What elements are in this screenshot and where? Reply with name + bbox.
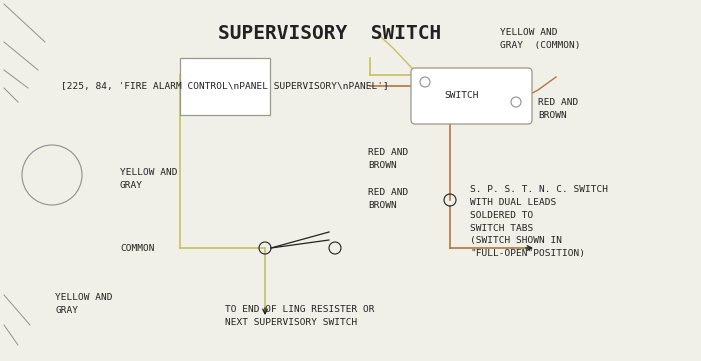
Text: S. P. S. T. N. C. SWITCH
WITH DUAL LEADS
SOLDERED TO
SWITCH TABS
(SWITCH SHOWN I: S. P. S. T. N. C. SWITCH WITH DUAL LEADS… bbox=[470, 185, 608, 258]
Text: COMMON: COMMON bbox=[120, 244, 154, 253]
Text: RED AND
BROWN: RED AND BROWN bbox=[538, 98, 578, 120]
FancyBboxPatch shape bbox=[411, 68, 532, 124]
Text: [225, 84, 'FIRE ALARM CONTROL\nPANEL SUPERVISORY\nPANEL']: [225, 84, 'FIRE ALARM CONTROL\nPANEL SUP… bbox=[61, 82, 389, 91]
Text: RED AND
BROWN: RED AND BROWN bbox=[368, 148, 408, 170]
Text: YELLOW AND
GRAY: YELLOW AND GRAY bbox=[120, 168, 177, 190]
Text: YELLOW AND
GRAY  (COMMON): YELLOW AND GRAY (COMMON) bbox=[500, 28, 580, 50]
Text: SWITCH: SWITCH bbox=[444, 91, 479, 100]
FancyBboxPatch shape bbox=[180, 58, 270, 115]
Text: RED AND
BROWN: RED AND BROWN bbox=[368, 188, 408, 210]
Text: YELLOW AND
GRAY: YELLOW AND GRAY bbox=[55, 293, 112, 315]
Text: SUPERVISORY  SWITCH: SUPERVISORY SWITCH bbox=[219, 24, 442, 43]
Text: TO END OF LING RESISTER OR
NEXT SUPERVISORY SWITCH: TO END OF LING RESISTER OR NEXT SUPERVIS… bbox=[225, 305, 374, 327]
